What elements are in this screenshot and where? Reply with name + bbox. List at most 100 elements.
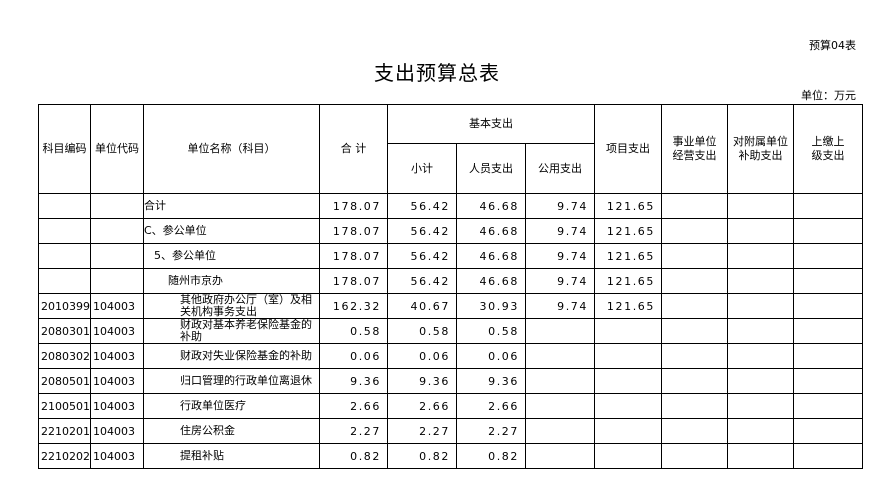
- table-cell: 104003: [90, 418, 144, 444]
- table-cell: 2.27: [387, 418, 457, 444]
- cell-text: 随州市京办: [168, 275, 223, 287]
- header-text: 事业单位经营支出: [672, 135, 717, 162]
- table-cell: 其他政府办公厅（室）及相关机构事务支出: [143, 293, 320, 319]
- cell-text: 行政单位医疗: [180, 400, 246, 412]
- table-cell: 2080302: [38, 343, 91, 369]
- table-cell: 2.66: [387, 393, 457, 419]
- table-cell: [594, 443, 662, 469]
- header-cell: 公用支出: [525, 143, 595, 194]
- table-cell: [38, 268, 91, 294]
- table-cell: 财政对失业保险基金的补助: [143, 343, 320, 369]
- table-cell: [525, 368, 595, 394]
- table-row: 合计 178.07 56.42 46.68 9.74 121.65: [38, 193, 863, 219]
- table-cell: [594, 343, 662, 369]
- table-cell: 归口管理的行政单位离退休: [143, 368, 320, 394]
- table-cell: [793, 368, 863, 394]
- table-row: 2080302 104003 财政对失业保险基金的补助 0.06 0.06 0.06: [38, 343, 863, 369]
- header-cell: 对附属单位补助支出: [727, 104, 794, 194]
- table-cell: 46.68: [456, 193, 526, 219]
- table-cell: [727, 218, 794, 244]
- table-cell: [661, 393, 728, 419]
- table-cell: 40.67: [387, 293, 457, 319]
- table-cell: [661, 318, 728, 344]
- budget-table: 科目编码 单位代码 单位名称（科目） 合 计 基本支出 项目支出 事业单位经营支…: [38, 104, 863, 469]
- table-cell: 0.58: [319, 318, 388, 344]
- table-cell: [727, 193, 794, 219]
- table-cell: [727, 418, 794, 444]
- header-cell: 合 计: [319, 104, 388, 194]
- table-cell: 0.58: [387, 318, 457, 344]
- table-cell: [594, 318, 662, 344]
- table-cell: [727, 293, 794, 319]
- cell-text: 财政对基本养老保险基金的补助: [180, 319, 312, 343]
- table-row: 2080501 104003 归口管理的行政单位离退休 9.36 9.36 9.36: [38, 368, 863, 394]
- table-cell: 0.58: [456, 318, 526, 344]
- cell-text: 提租补贴: [180, 450, 224, 462]
- table-cell: [793, 243, 863, 269]
- table-cell: [793, 393, 863, 419]
- table-cell: [727, 243, 794, 269]
- header-cell: 小计: [387, 143, 457, 194]
- table-cell: 56.42: [387, 193, 457, 219]
- title: 支出预算总表: [374, 61, 500, 85]
- table-cell: [90, 193, 144, 219]
- table-cell: [525, 443, 595, 469]
- table-cell: 2210201: [38, 418, 91, 444]
- table-cell: [661, 368, 728, 394]
- table-cell: [793, 418, 863, 444]
- table-cell: 46.68: [456, 268, 526, 294]
- table-cell: [793, 193, 863, 219]
- table-cell: [594, 393, 662, 419]
- header-text: 对附属单位补助支出: [733, 135, 788, 162]
- table-cell: [594, 418, 662, 444]
- table-cell: 住房公积金: [143, 418, 320, 444]
- cell-text: 其他政府办公厅（室）及相关机构事务支出: [180, 294, 312, 318]
- table-cell: [793, 218, 863, 244]
- cell-text: 住房公积金: [180, 425, 235, 437]
- table-row: 2210201 104003 住房公积金 2.27 2.27 2.27: [38, 418, 863, 444]
- table-cell: [38, 218, 91, 244]
- cell-text: 合计: [144, 200, 167, 212]
- table-cell: 104003: [90, 343, 144, 369]
- cell-text: C、参公单位: [144, 225, 207, 237]
- table-cell: 2.66: [456, 393, 526, 419]
- unit-note: 单位：万元: [801, 89, 856, 102]
- form-number: 预算04表: [809, 39, 856, 52]
- table-cell: [661, 418, 728, 444]
- table-cell: 162.32: [319, 293, 388, 319]
- table-cell: 提租补贴: [143, 443, 320, 469]
- table-cell: [90, 243, 144, 269]
- header-cell: 单位代码: [90, 104, 144, 194]
- table-cell: 2010399: [38, 293, 91, 319]
- table-cell: 178.07: [319, 243, 388, 269]
- cell-text: 归口管理的行政单位离退休: [180, 375, 312, 387]
- table-cell: 合计: [143, 193, 320, 219]
- header-cell: 单位名称（科目）: [143, 104, 320, 194]
- table-cell: [793, 343, 863, 369]
- header-cell: 人员支出: [456, 143, 526, 194]
- header-cell: 科目编码: [38, 104, 91, 194]
- table-cell: 随州市京办: [143, 268, 320, 294]
- table-cell: 46.68: [456, 243, 526, 269]
- table-cell: 0.82: [387, 443, 457, 469]
- table-cell: 5、参公单位: [143, 243, 320, 269]
- table-cell: 178.07: [319, 218, 388, 244]
- table-row: 随州市京办 178.07 56.42 46.68 9.74 121.65: [38, 268, 863, 294]
- table-cell: 104003: [90, 318, 144, 344]
- table-cell: [793, 268, 863, 294]
- table-cell: [661, 218, 728, 244]
- table-cell: 9.74: [525, 268, 595, 294]
- table-cell: [727, 443, 794, 469]
- table-cell: [661, 343, 728, 369]
- table-cell: [727, 368, 794, 394]
- table-cell: [793, 443, 863, 469]
- table-cell: [661, 243, 728, 269]
- table-cell: 2210202: [38, 443, 91, 469]
- table-cell: [727, 268, 794, 294]
- table-cell: 56.42: [387, 218, 457, 244]
- table-cell: [38, 193, 91, 219]
- table-cell: [525, 393, 595, 419]
- table-cell: 行政单位医疗: [143, 393, 320, 419]
- table-cell: [727, 393, 794, 419]
